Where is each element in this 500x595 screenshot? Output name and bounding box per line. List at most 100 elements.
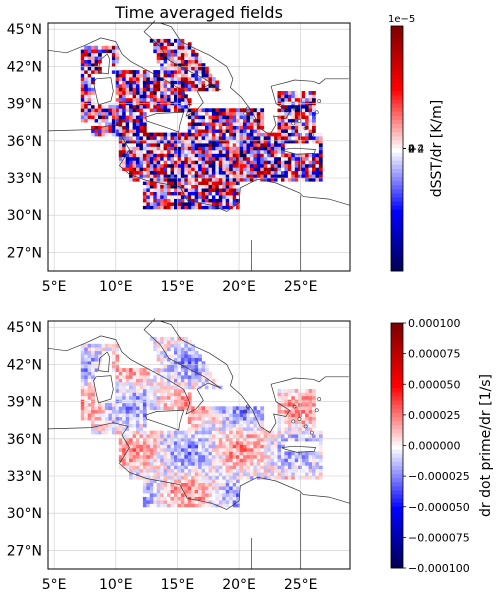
colorbar-swatch <box>391 401 403 405</box>
y-tick-label: 30°N <box>7 208 42 224</box>
y-tick-label: 27°N <box>7 245 42 261</box>
colorbar-swatch <box>391 42 403 46</box>
colorbar-swatch <box>391 263 403 267</box>
colorbar-label: dr dot prime/dr [1/s] <box>478 374 494 517</box>
colorbar-swatch <box>391 136 403 140</box>
y-tick-label: 42°N <box>7 357 42 373</box>
map-panel-1 <box>48 21 350 272</box>
colorbar-swatch <box>391 552 403 556</box>
colorbar-swatch <box>391 206 403 210</box>
colorbar-swatch <box>391 120 403 124</box>
x-tick-label: 10°E <box>99 577 133 593</box>
chart-title: Time averaged fields <box>114 3 283 22</box>
colorbar-swatch <box>391 499 403 503</box>
colorbar-swatch <box>391 352 403 356</box>
map-panel-2 <box>48 319 350 570</box>
colorbar-2: 0.000100 0.000075 0.000050 0.000025 0.000000… <box>391 317 494 575</box>
colorbar-swatch <box>391 193 403 197</box>
colorbar-swatch <box>391 331 403 335</box>
colorbar-swatch <box>391 234 403 238</box>
colorbar-swatch <box>391 30 403 34</box>
y-tick-label: 33°N <box>7 469 42 485</box>
colorbar-swatch <box>391 95 403 99</box>
colorbar-swatch <box>391 454 403 458</box>
colorbar-swatch <box>391 482 403 486</box>
colorbar-swatch <box>391 108 403 112</box>
colorbar-swatch <box>391 124 403 128</box>
colorbar-swatch <box>391 405 403 409</box>
colorbar-tick-label: −4 <box>408 143 424 156</box>
colorbar-swatch <box>391 450 403 454</box>
colorbar-swatch <box>391 535 403 539</box>
colorbar-swatch <box>391 490 403 494</box>
x-tick-label: 10°E <box>99 279 133 295</box>
colorbar-swatch <box>391 185 403 189</box>
colorbar-swatch <box>391 202 403 206</box>
colorbar-tick-label: 0.000000 <box>408 440 461 453</box>
colorbar-label: dSST/dr [K/m] <box>429 100 445 197</box>
colorbar-swatch <box>391 161 403 165</box>
colorbar-swatch <box>391 519 403 523</box>
colorbar-swatch <box>391 140 403 144</box>
colorbar-swatch <box>391 83 403 87</box>
colorbar-swatch <box>391 153 403 157</box>
colorbar-swatch <box>391 198 403 202</box>
colorbar-swatch <box>391 242 403 246</box>
colorbar-swatch <box>391 79 403 83</box>
colorbar-swatch <box>391 531 403 535</box>
colorbar-swatch <box>391 368 403 372</box>
y-tick-label: 45°N <box>7 320 42 336</box>
colorbar-swatch <box>391 446 403 450</box>
colorbar-swatch <box>391 67 403 71</box>
colorbar-swatch <box>391 539 403 543</box>
colorbar-swatch <box>391 548 403 552</box>
colorbar-tick-label: −0.000025 <box>408 470 470 483</box>
colorbar-swatch <box>391 527 403 531</box>
colorbar-swatch <box>391 128 403 132</box>
colorbar-swatch <box>391 348 403 352</box>
x-tick-label: 25°E <box>284 577 318 593</box>
colorbar-tick-label: −0.000075 <box>408 531 470 544</box>
colorbar-swatch <box>391 238 403 242</box>
colorbar-tick-label: 0.000050 <box>408 378 461 391</box>
colorbar-swatch <box>391 544 403 548</box>
x-tick-label: 5°E <box>42 577 67 593</box>
colorbar-swatch <box>391 26 403 30</box>
colorbar-swatch <box>391 343 403 347</box>
colorbar-tick-label: −0.000050 <box>408 501 470 514</box>
colorbar-swatch <box>391 116 403 120</box>
colorbar-swatch <box>391 157 403 161</box>
colorbar-swatch <box>391 388 403 392</box>
colorbar-swatch <box>391 214 403 218</box>
colorbar-swatch <box>391 421 403 425</box>
colorbar-swatch <box>391 503 403 507</box>
y-tick-label: 33°N <box>7 171 42 187</box>
colorbar-swatch <box>391 71 403 75</box>
colorbar-swatch <box>391 470 403 474</box>
colorbar-swatch <box>391 132 403 136</box>
colorbar-swatch <box>391 247 403 251</box>
colorbar-swatch <box>391 251 403 255</box>
colorbar-swatch <box>391 413 403 417</box>
colorbar-swatch <box>391 323 403 327</box>
colorbar-swatch <box>391 222 403 226</box>
colorbar-swatch <box>391 425 403 429</box>
colorbar-swatch <box>391 397 403 401</box>
y-tick-label: 36°N <box>7 432 42 448</box>
colorbar-swatch <box>391 417 403 421</box>
colorbar-swatch <box>391 429 403 433</box>
colorbar-swatch <box>391 169 403 173</box>
colorbar-swatch <box>391 495 403 499</box>
colorbar-tick-label: −0.000100 <box>408 562 470 575</box>
colorbar-swatch <box>391 259 403 263</box>
colorbar-swatch <box>391 458 403 462</box>
colorbar-swatch <box>391 173 403 177</box>
colorbar-swatch <box>391 441 403 445</box>
colorbar-swatch <box>391 100 403 104</box>
y-tick-label: 39°N <box>7 97 42 113</box>
x-tick-label: 20°E <box>222 577 256 593</box>
colorbar-swatch <box>391 149 403 153</box>
colorbar-swatch <box>391 144 403 148</box>
colorbar-swatch <box>391 356 403 360</box>
